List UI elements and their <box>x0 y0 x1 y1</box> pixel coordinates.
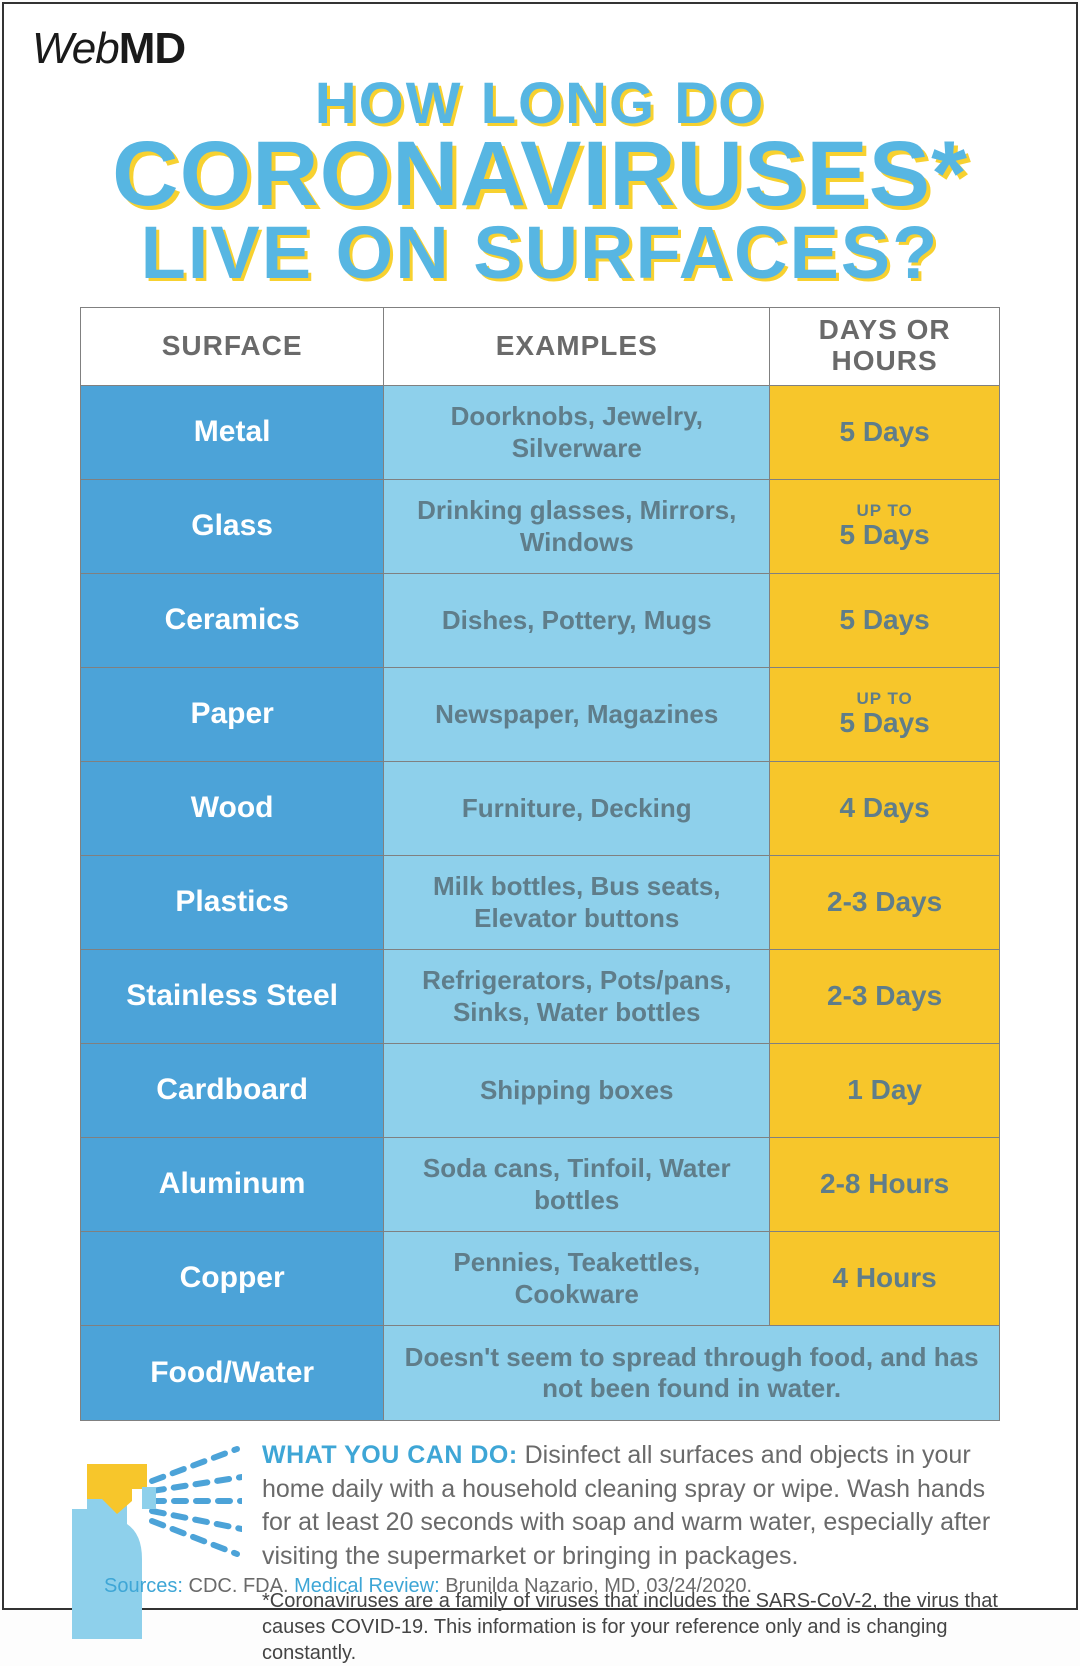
cell-duration: 5 Days <box>770 385 1000 479</box>
page-container: WebMD HOW LONG DO CORONAVIRUSES* LIVE ON… <box>2 2 1078 1610</box>
sources-text: CDC. FDA. <box>183 1575 294 1597</box>
cell-examples: Drinking glasses, Mirrors, Windows <box>384 479 770 573</box>
sources-label: Sources: <box>104 1575 183 1597</box>
webmd-logo: WebMD <box>32 24 1048 74</box>
table-row: MetalDoorknobs, Jewelry, Silverware5 Day… <box>81 385 1000 479</box>
cell-examples: Newspaper, Magazines <box>384 667 770 761</box>
cell-duration: UP TO5 Days <box>770 667 1000 761</box>
cell-surface: Food/Water <box>81 1325 384 1420</box>
cell-surface: Aluminum <box>81 1137 384 1231</box>
logo-md: MD <box>119 24 185 73</box>
medical-review-text: Brunilda Nazario, MD, 03/24/2020. <box>440 1575 752 1597</box>
advice-text: WHAT YOU CAN DO: Disinfect all surfaces … <box>262 1439 1018 1666</box>
spray-bottle-icon <box>42 1439 242 1629</box>
cell-examples: Milk bottles, Bus seats, Elevator button… <box>384 855 770 949</box>
table-row: PlasticsMilk bottles, Bus seats, Elevato… <box>81 855 1000 949</box>
table-body: MetalDoorknobs, Jewelry, Silverware5 Day… <box>81 385 1000 1420</box>
cell-duration: UP TO5 Days <box>770 479 1000 573</box>
col-header-examples: EXAMPLES <box>384 307 770 385</box>
table-row: CardboardShipping boxes1 Day <box>81 1043 1000 1137</box>
cell-surface: Ceramics <box>81 573 384 667</box>
cell-duration: 2-8 Hours <box>770 1137 1000 1231</box>
table-row: GlassDrinking glasses, Mirrors, WindowsU… <box>81 479 1000 573</box>
cell-surface: Copper <box>81 1231 384 1325</box>
advice-lead: WHAT YOU CAN DO: <box>262 1441 518 1469</box>
col-header-duration: DAYS OR HOURS <box>770 307 1000 385</box>
headline-line-3: LIVE ON SURFACES? <box>32 218 1048 288</box>
cell-examples: Doorknobs, Jewelry, Silverware <box>384 385 770 479</box>
advice-block: WHAT YOU CAN DO: Disinfect all surfaces … <box>32 1421 1048 1666</box>
table-row: WoodFurniture, Decking4 Days <box>81 761 1000 855</box>
table-row-food: Food/WaterDoesn't seem to spread through… <box>81 1325 1000 1420</box>
col-header-surface: SURFACE <box>81 307 384 385</box>
cell-duration: 2-3 Days <box>770 949 1000 1043</box>
table-row: AluminumSoda cans, Tinfoil, Water bottle… <box>81 1137 1000 1231</box>
cell-surface: Cardboard <box>81 1043 384 1137</box>
cell-examples: Shipping boxes <box>384 1043 770 1137</box>
cell-duration: 2-3 Days <box>770 855 1000 949</box>
cell-surface: Wood <box>81 761 384 855</box>
medical-review-label: Medical Review: <box>294 1575 440 1597</box>
cell-examples: Refrigerators, Pots/pans, Sinks, Water b… <box>384 949 770 1043</box>
cell-examples: Furniture, Decking <box>384 761 770 855</box>
headline: HOW LONG DO CORONAVIRUSES* LIVE ON SURFA… <box>32 76 1048 289</box>
sources-line: Sources: CDC. FDA. Medical Review: Bruni… <box>104 1575 752 1598</box>
cell-duration: 4 Hours <box>770 1231 1000 1325</box>
logo-web: Web <box>32 24 119 73</box>
cell-surface: Metal <box>81 385 384 479</box>
table-row: CopperPennies, Teakettles, Cookware4 Hou… <box>81 1231 1000 1325</box>
cell-examples: Soda cans, Tinfoil, Water bottles <box>384 1137 770 1231</box>
cell-duration: 4 Days <box>770 761 1000 855</box>
cell-surface: Glass <box>81 479 384 573</box>
cell-examples: Pennies, Teakettles, Cookware <box>384 1231 770 1325</box>
footnote: *Coronaviruses are a family of viruses t… <box>262 1588 1018 1666</box>
cell-duration: 1 Day <box>770 1043 1000 1137</box>
headline-line-2: CORONAVIRUSES* <box>32 131 1048 218</box>
surfaces-table: SURFACE EXAMPLES DAYS OR HOURS MetalDoor… <box>80 307 1000 1421</box>
table-header-row: SURFACE EXAMPLES DAYS OR HOURS <box>81 307 1000 385</box>
cell-surface: Plastics <box>81 855 384 949</box>
cell-surface: Stainless Steel <box>81 949 384 1043</box>
cell-duration: 5 Days <box>770 573 1000 667</box>
cell-surface: Paper <box>81 667 384 761</box>
table-row: CeramicsDishes, Pottery, Mugs5 Days <box>81 573 1000 667</box>
table-row: PaperNewspaper, MagazinesUP TO5 Days <box>81 667 1000 761</box>
table-row: Stainless SteelRefrigerators, Pots/pans,… <box>81 949 1000 1043</box>
cell-food-note: Doesn't seem to spread through food, and… <box>384 1325 1000 1420</box>
cell-examples: Dishes, Pottery, Mugs <box>384 573 770 667</box>
